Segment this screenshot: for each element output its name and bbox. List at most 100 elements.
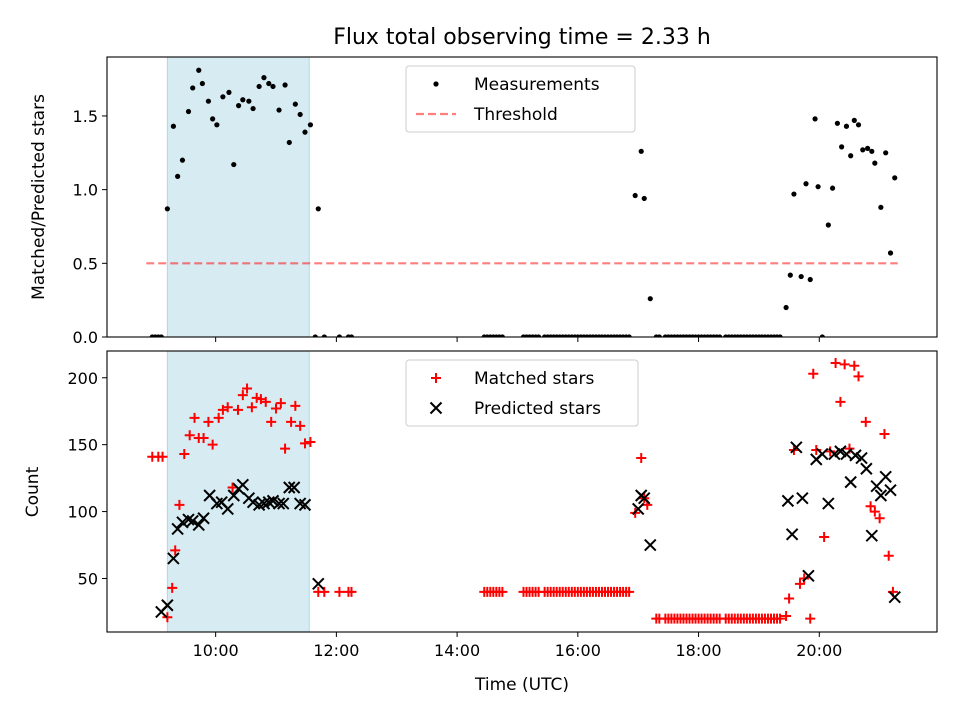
measurement-point: [205, 98, 212, 104]
matched-stars-point: [346, 586, 357, 597]
top-axes-frame: [106, 56, 938, 338]
predicted-stars-point: [298, 498, 312, 512]
matched-stars-point: [242, 383, 253, 394]
measurement-point: [179, 157, 186, 163]
x-tick-label: 12:00: [313, 641, 359, 660]
measurement-point: [839, 144, 845, 150]
predicted-stars-point: [186, 514, 199, 528]
measurement-point: [261, 75, 267, 81]
top-legend-box: [405, 65, 636, 133]
predicted-stars-point: [785, 528, 799, 541]
matched-stars-point: [794, 578, 805, 589]
predicted-stars-point: [171, 522, 184, 536]
bottom-legend-label: Matched stars: [474, 369, 594, 389]
top-legend-label: Threshold: [473, 105, 558, 125]
bottom-plot-area: [147, 351, 901, 632]
matched-stars-point: [869, 506, 880, 517]
measurement-point: [834, 120, 841, 126]
x-tick-label: 16:00: [555, 641, 601, 660]
matched-stars-point: [825, 446, 836, 457]
predicted-stars-point: [865, 529, 879, 542]
predicted-stars-point: [167, 552, 180, 565]
measurement-point: [777, 334, 783, 337]
predicted-stars-point: [312, 577, 325, 591]
matched-stars-point: [624, 586, 635, 597]
bottom-legend-label: Predicted stars: [474, 399, 601, 419]
measurement-point: [286, 139, 292, 146]
measurement-point: [869, 148, 875, 154]
matched-stars-point: [835, 396, 846, 407]
top-y-tick-label: 1.0: [73, 181, 98, 200]
measurement-point: [240, 97, 246, 103]
matched-stars-point: [246, 402, 257, 413]
x-tick-label: 20:00: [796, 641, 842, 660]
predicted-stars-point: [197, 512, 210, 525]
predicted-stars-point: [888, 591, 901, 604]
predicted-stars-point: [283, 481, 296, 494]
predicted-stars-point: [884, 483, 897, 497]
measurement-point: [307, 122, 314, 128]
matched-stars-point: [232, 404, 243, 415]
predicted-stars-point: [816, 447, 829, 461]
matched-stars-point: [799, 573, 810, 584]
measurement-point: [164, 206, 170, 212]
measurement-point: [321, 334, 327, 337]
measurement-point: [499, 334, 505, 337]
matched-stars-point: [497, 586, 508, 597]
predicted-stars-point: [638, 491, 651, 505]
measurement-point: [214, 122, 220, 128]
matched-stars-point: [860, 416, 871, 427]
matched-stars-point: [286, 416, 297, 427]
matched-stars-point: [830, 358, 841, 369]
legend-matched-marker: [431, 373, 441, 383]
measurement-point: [175, 173, 181, 179]
measurement-point: [864, 145, 871, 151]
measurement-point: [632, 192, 638, 199]
measurement-point: [226, 89, 232, 95]
bottom-y-tick-label: 50: [78, 569, 98, 588]
top-y-tick-label: 0.0: [73, 328, 98, 347]
measurement-point: [220, 94, 226, 100]
matched-stars-point: [157, 451, 168, 462]
matched-stars-point: [207, 439, 218, 450]
measurement-point: [807, 276, 813, 283]
measurement-point: [231, 161, 237, 168]
top-highlight-span: [166, 57, 310, 337]
measurement-point: [246, 98, 252, 104]
matched-stars-point: [162, 612, 173, 623]
measurement-point: [783, 304, 789, 311]
predicted-stars-point: [870, 479, 883, 493]
predicted-stars-point: [227, 489, 240, 502]
measurement-point: [825, 222, 831, 228]
predicted-stars-point: [236, 478, 250, 492]
legend-predicted-marker: [429, 401, 443, 415]
measurement-point: [798, 273, 804, 280]
matched-stars-point: [260, 396, 271, 407]
matched-stars-point: [184, 430, 195, 441]
measurement-point: [282, 82, 288, 88]
matched-stars-point: [775, 613, 786, 624]
matched-stars-point: [874, 513, 885, 524]
matched-stars-point: [237, 390, 248, 401]
matched-stars-point: [203, 416, 214, 427]
matched-stars-point: [839, 359, 850, 370]
bottom-axes-frame: [106, 350, 938, 633]
measurement-point: [302, 129, 308, 135]
predicted-stars-point: [272, 497, 286, 510]
x-tick-label: 10:00: [193, 641, 239, 660]
measurement-point: [190, 85, 196, 91]
measurement-point: [348, 334, 355, 337]
measurement-point: [256, 83, 262, 90]
bottom-y-tick-label: 150: [67, 436, 98, 455]
top-y-tick-label: 0.5: [73, 254, 98, 273]
top-panel: 0.0 0.5 1.0 1.5 Measurements Threshold: [73, 56, 938, 347]
measurement-point: [892, 175, 898, 181]
measurement-point: [158, 334, 164, 337]
matched-stars-point: [174, 499, 185, 510]
measurement-point: [848, 153, 854, 159]
top-series-dot: [149, 67, 898, 337]
measurement-point: [276, 107, 282, 113]
matched-stars-point: [849, 360, 860, 371]
top-plot-area: [146, 57, 898, 337]
matched-stars-point: [222, 402, 233, 413]
